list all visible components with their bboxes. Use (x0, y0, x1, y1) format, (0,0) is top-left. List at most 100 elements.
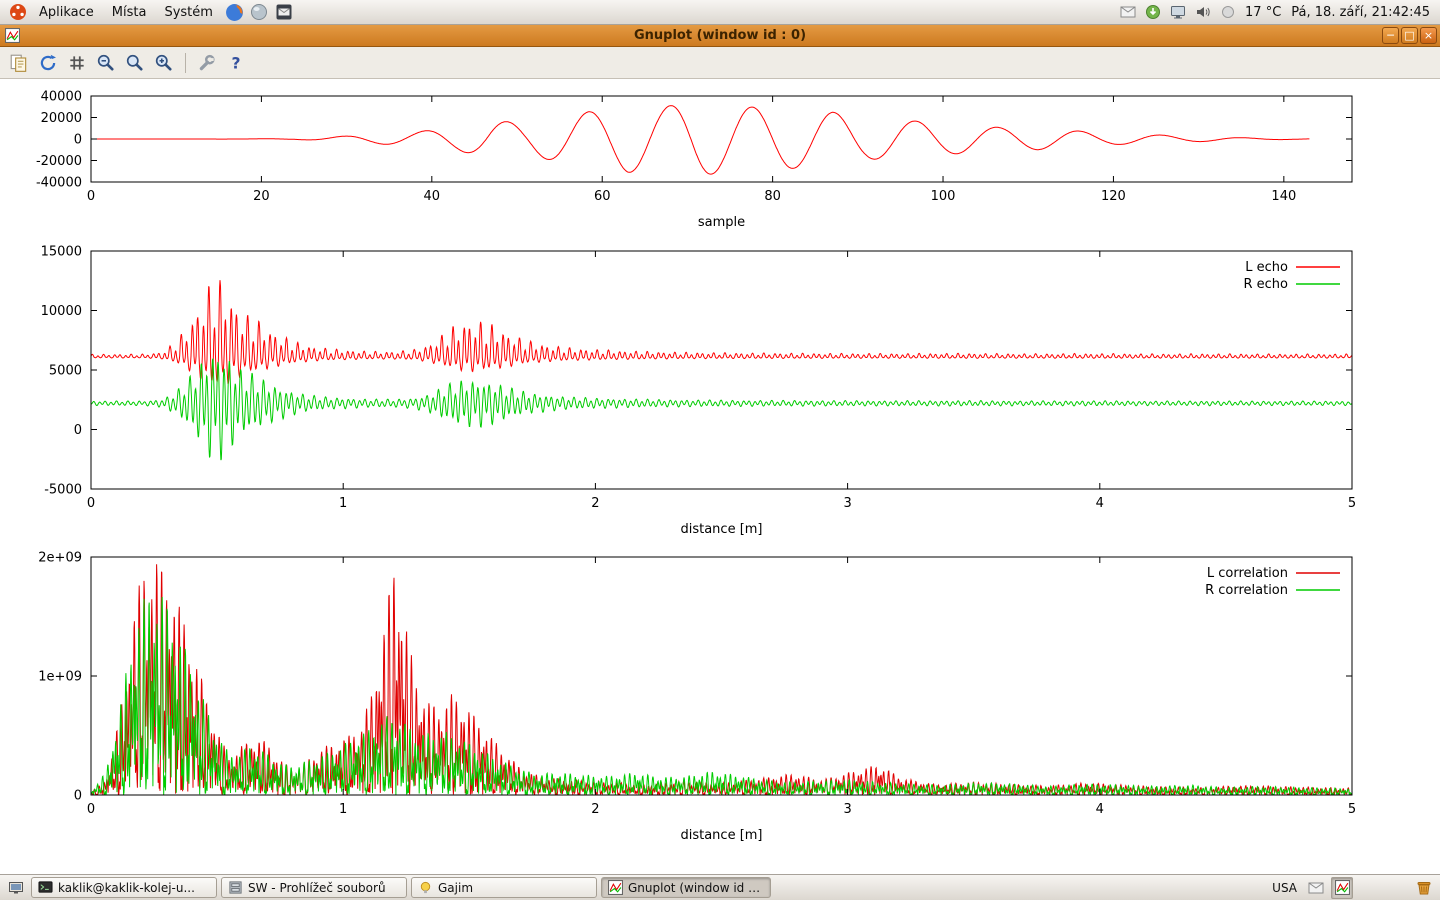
copy-icon[interactable] (6, 50, 32, 76)
zoom-autoscale-icon[interactable] (151, 50, 177, 76)
svg-text:60: 60 (594, 189, 611, 204)
clock-label[interactable]: Pá, 18. září, 21:42:45 (1291, 4, 1430, 20)
mail-icon[interactable] (1116, 1, 1139, 24)
svg-text:L correlation: L correlation (1207, 566, 1288, 581)
svg-text:0: 0 (74, 789, 82, 804)
svg-text:10000: 10000 (41, 304, 82, 319)
svg-text:100: 100 (931, 189, 956, 204)
svg-text:L echo: L echo (1245, 260, 1288, 275)
svg-text:-20000: -20000 (36, 154, 82, 169)
zoom-next-icon[interactable] (122, 50, 148, 76)
chart-sample-plot[interactable]: 0 20 40 60 80 100 120 140 -40000 -20000 0 20000 4000… (0, 79, 1440, 232)
svg-text:3: 3 (843, 496, 851, 511)
svg-text:5: 5 (1348, 496, 1356, 511)
top-panel: Aplikace Místa Systém 17 °C Pá, 18. září… (0, 0, 1440, 25)
svg-text:?: ? (231, 54, 240, 72)
gnuplot-toolbar: ? (0, 47, 1440, 79)
svg-text:sample: sample (698, 215, 745, 230)
grid-icon[interactable] (64, 50, 90, 76)
task-label: SW - Prohlížeč souborů (248, 880, 386, 895)
gnuplot-icon (608, 880, 623, 895)
svg-text:R echo: R echo (1243, 277, 1288, 292)
svg-text:80: 80 (764, 189, 781, 204)
show-desktop-button[interactable] (5, 877, 27, 899)
plot-series (91, 564, 1352, 795)
svg-text:20: 20 (253, 189, 270, 204)
task-button-gajim[interactable]: Gajim (411, 877, 597, 898)
svg-text:15000: 15000 (41, 245, 82, 260)
gnuplot-window: Gnuplot (window id : 0) ─ □ × ? 0 20 40 60 8… (0, 25, 1440, 874)
window-title: Gnuplot (window id : 0) (633, 28, 807, 43)
firefox-icon[interactable] (223, 1, 246, 24)
task-label: Gajim (438, 880, 474, 895)
svg-text:0: 0 (74, 133, 82, 148)
svg-text:120: 120 (1101, 189, 1126, 204)
svg-text:2e+09: 2e+09 (38, 551, 82, 566)
gnuplot-indicator-icon[interactable] (1331, 876, 1353, 899)
chart-echo-plot[interactable]: 0 1 2 3 4 5 -5000 0 5000 10000 15000 distance [m] L … (0, 232, 1440, 540)
svg-text:2: 2 (591, 802, 599, 817)
menu-applications[interactable]: Aplikace (39, 4, 94, 20)
mail-launcher-icon[interactable] (273, 1, 296, 24)
maximize-button[interactable]: □ (1401, 27, 1418, 44)
task-button-terminal[interactable]: kaklik@kaklik-kolej-u... (31, 877, 217, 898)
svg-text:distance [m]: distance [m] (680, 828, 762, 843)
svg-text:4: 4 (1096, 496, 1104, 511)
volume-icon[interactable] (1191, 1, 1214, 24)
plot-series (91, 280, 1352, 461)
terminal-icon (38, 880, 53, 895)
svg-text:20000: 20000 (41, 111, 82, 126)
svg-text:5000: 5000 (49, 364, 82, 379)
svg-text:140: 140 (1271, 189, 1296, 204)
plot-series (91, 105, 1310, 175)
svg-text:R correlation: R correlation (1205, 583, 1288, 598)
svg-text:1: 1 (339, 496, 347, 511)
svg-text:3: 3 (843, 802, 851, 817)
svg-text:1e+09: 1e+09 (38, 670, 82, 685)
svg-text:4: 4 (1096, 802, 1104, 817)
svg-text:1: 1 (339, 802, 347, 817)
display-icon[interactable] (1166, 1, 1189, 24)
minimize-button[interactable]: ─ (1382, 27, 1399, 44)
ubuntu-menu-icon[interactable] (6, 1, 29, 24)
temperature-label[interactable]: 17 °C (1245, 4, 1282, 20)
trash-icon[interactable] (1413, 877, 1435, 899)
mail-tray-icon[interactable] (1305, 877, 1327, 899)
weather-icon[interactable] (1216, 1, 1239, 24)
updates-icon[interactable] (1141, 1, 1164, 24)
file-manager-icon (228, 880, 243, 895)
close-button[interactable]: × (1420, 27, 1437, 44)
help-icon[interactable]: ? (223, 50, 249, 76)
svg-text:40: 40 (424, 189, 441, 204)
svg-text:-40000: -40000 (36, 176, 82, 191)
task-label: kaklik@kaklik-kolej-u... (58, 880, 195, 895)
taskbar: kaklik@kaklik-kolej-u... SW - Prohlížeč … (0, 874, 1440, 900)
menu-system[interactable]: Systém (164, 4, 213, 20)
svg-text:distance [m]: distance [m] (680, 522, 762, 537)
task-button-gnuplot[interactable]: Gnuplot (window id : 0) (601, 877, 771, 898)
task-button-file-manager[interactable]: SW - Prohlížeč souborů (221, 877, 407, 898)
svg-text:0: 0 (87, 496, 95, 511)
svg-text:5: 5 (1348, 802, 1356, 817)
menu-places[interactable]: Místa (111, 4, 147, 20)
svg-text:0: 0 (87, 189, 95, 204)
window-titlebar[interactable]: Gnuplot (window id : 0) ─ □ × (0, 25, 1440, 47)
config-icon[interactable] (194, 50, 220, 76)
gajim-icon (418, 880, 433, 895)
svg-text:40000: 40000 (41, 90, 82, 105)
svg-text:2: 2 (591, 496, 599, 511)
keyboard-layout-indicator[interactable]: USA (1272, 880, 1297, 895)
svg-text:0: 0 (74, 423, 82, 438)
replot-icon[interactable] (35, 50, 61, 76)
svg-text:0: 0 (87, 802, 95, 817)
globe-icon[interactable] (248, 1, 271, 24)
chart-correlation-plot[interactable]: 0 1 2 3 4 5 0 1e+09 2e+09 distance [m] L correlati… (0, 540, 1440, 848)
window-controls: ─ □ × (1382, 27, 1437, 44)
gnuplot-window-icon (5, 28, 20, 43)
plot-area: 0 20 40 60 80 100 120 140 -40000 -20000 0 20000 4000… (0, 79, 1440, 874)
task-label: Gnuplot (window id : 0) (628, 880, 764, 895)
zoom-previous-icon[interactable] (93, 50, 119, 76)
svg-text:-5000: -5000 (44, 483, 82, 498)
toolbar-separator (185, 52, 186, 73)
